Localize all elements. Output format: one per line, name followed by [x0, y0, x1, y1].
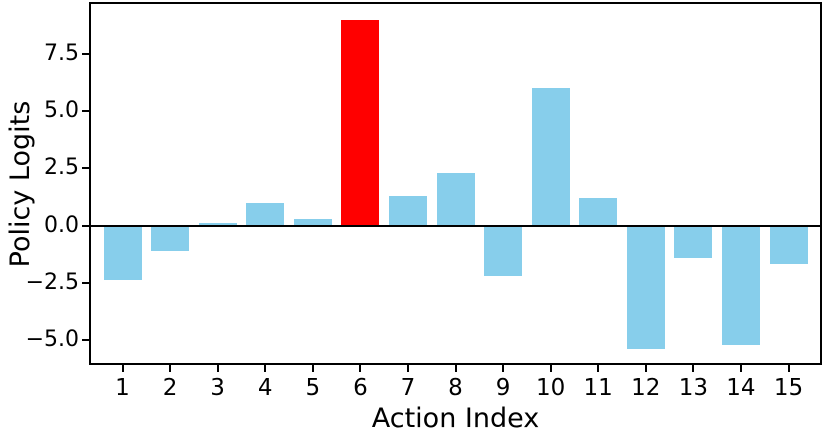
x-tick-mark [121, 365, 124, 372]
bar-action-8 [436, 173, 475, 226]
y-tick-label: 2.5 [44, 155, 79, 181]
x-tick-label: 14 [726, 375, 756, 401]
y-tick-label: 0.0 [44, 212, 79, 238]
y-tick-mark [82, 110, 89, 113]
bar-action-15 [769, 225, 808, 265]
bar-action-11 [579, 198, 618, 226]
y-tick-label: 7.5 [44, 40, 79, 66]
bar-action-4 [246, 202, 285, 226]
x-tick-label: 11 [583, 375, 613, 401]
bar-action-12 [626, 225, 665, 350]
x-tick-mark [549, 365, 552, 372]
x-tick-label: 3 [210, 375, 225, 401]
bar-action-1 [103, 225, 142, 281]
x-tick-mark [359, 365, 362, 372]
x-tick-label: 9 [495, 375, 511, 401]
x-tick-label: 2 [162, 375, 178, 401]
bar-action-13 [674, 225, 713, 258]
x-tick-mark [454, 365, 457, 372]
zero-line [91, 224, 820, 227]
x-tick-label: 7 [400, 375, 416, 401]
x-tick-mark [739, 365, 742, 372]
bar-action-3 [198, 223, 237, 226]
y-tick-mark [82, 224, 89, 227]
x-tick-mark [264, 365, 267, 372]
x-tick-label: 5 [305, 375, 321, 401]
y-tick-mark [82, 167, 89, 170]
x-tick-label: 10 [535, 375, 566, 401]
x-tick-mark [644, 365, 647, 372]
bar-action-9 [484, 225, 523, 276]
x-tick-mark [502, 365, 505, 372]
x-tick-label: 4 [257, 375, 273, 401]
x-tick-label: 13 [678, 375, 709, 401]
y-tick-label: −2.5 [25, 269, 79, 295]
y-tick-mark [82, 52, 89, 55]
x-tick-mark [311, 365, 314, 372]
x-tick-label: 12 [631, 375, 661, 401]
bar-action-5 [293, 218, 332, 226]
plot-area [89, 2, 822, 365]
x-tick-label: 6 [353, 375, 368, 401]
x-tick-label: 15 [773, 375, 804, 401]
bar-action-14 [721, 225, 760, 345]
bar-action-7 [388, 195, 427, 226]
x-axis-label: Action Index [371, 403, 540, 434]
x-tick-mark [692, 365, 695, 372]
x-tick-mark [597, 365, 600, 372]
x-tick-mark [787, 365, 790, 372]
x-tick-label: 1 [115, 375, 130, 401]
x-tick-label: 8 [448, 375, 463, 401]
y-tick-label: 5.0 [44, 98, 79, 124]
x-tick-mark [216, 365, 219, 372]
y-tick-label: −5.0 [25, 327, 79, 353]
x-tick-mark [406, 365, 409, 372]
bar-action-10 [531, 88, 570, 226]
bar-action-2 [151, 225, 190, 251]
y-tick-mark [82, 281, 89, 284]
y-tick-mark [82, 339, 89, 342]
bar-action-6 [341, 19, 380, 226]
x-tick-mark [169, 365, 172, 372]
